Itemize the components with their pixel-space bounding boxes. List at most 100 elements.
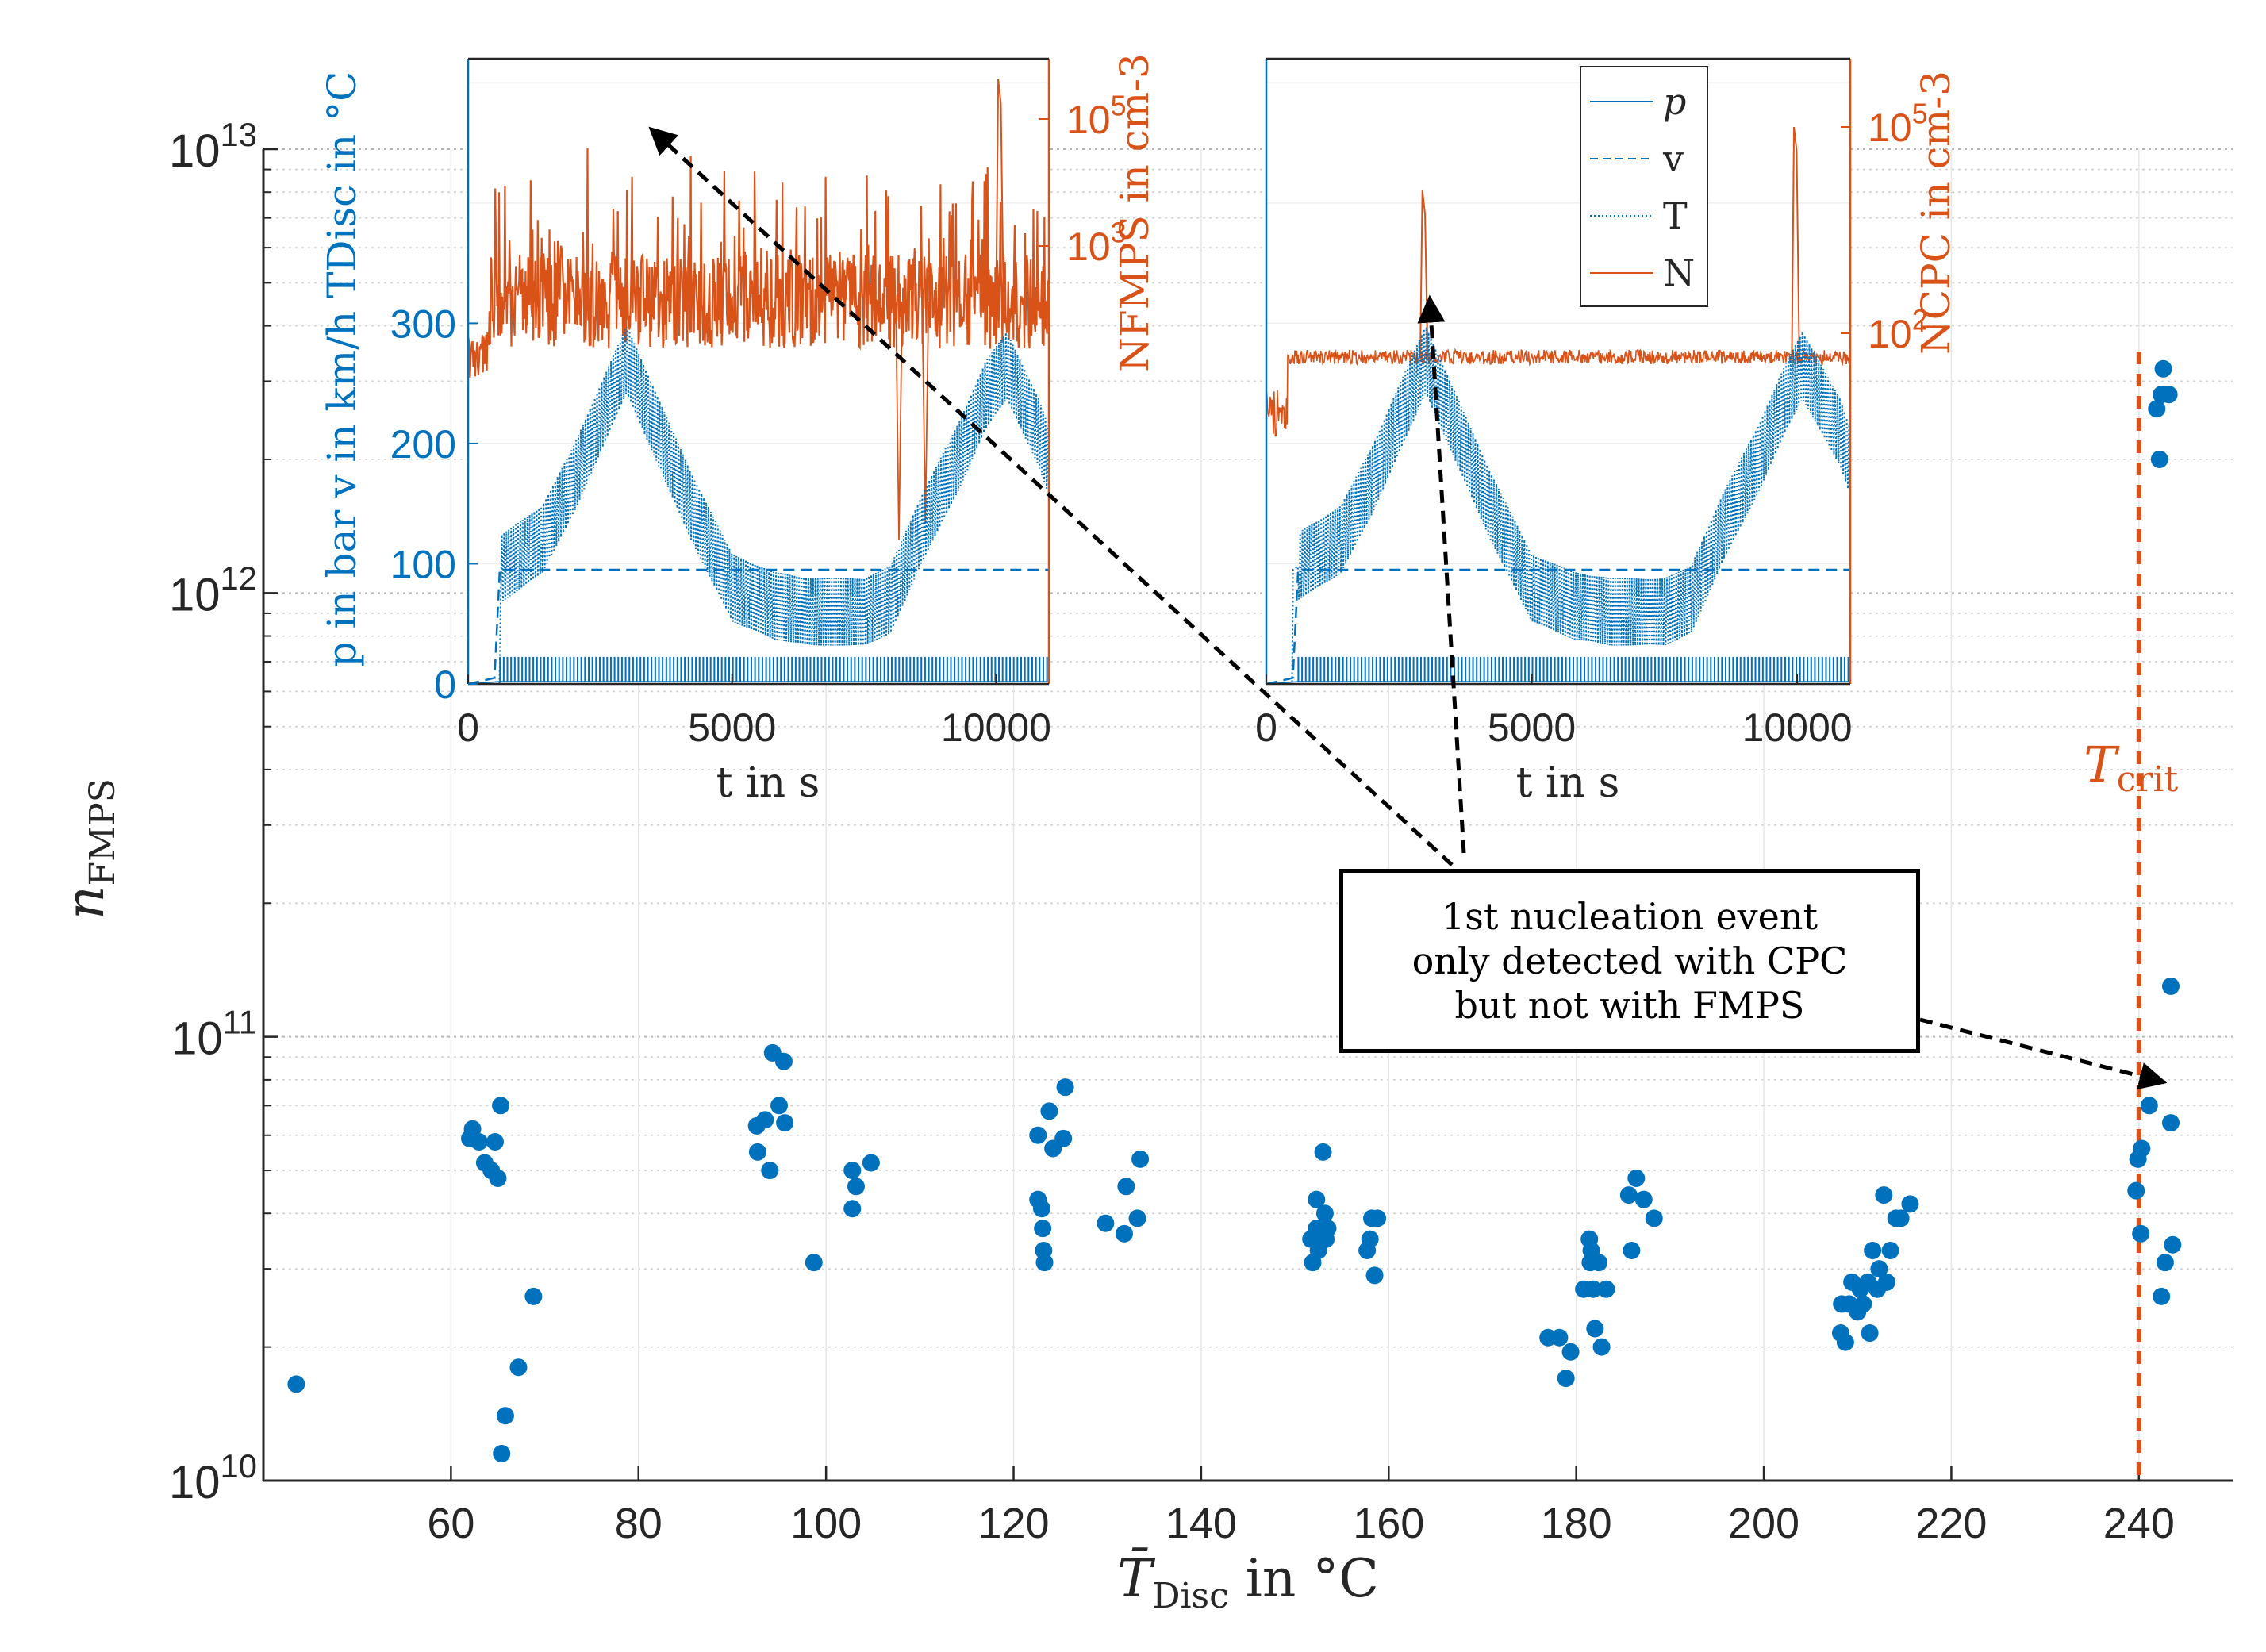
inset-x-axis-label: t in s [1516, 759, 1620, 807]
data-point [843, 1162, 862, 1180]
data-point [524, 1287, 543, 1305]
inset-right-tick-label: 103 [1066, 217, 1127, 270]
data-point [756, 1111, 774, 1129]
x-tick-label: 80 [615, 1500, 663, 1547]
x-tick-label: 140 [1166, 1500, 1237, 1547]
data-point [2140, 1097, 2158, 1115]
data-point [463, 1120, 482, 1138]
data-point [1619, 1186, 1638, 1204]
legend-label: v [1662, 137, 1684, 180]
inset-N-series [467, 148, 1050, 378]
data-point [1314, 1143, 1332, 1161]
data-point [774, 1052, 793, 1070]
data-point [1875, 1186, 1893, 1204]
data-point [805, 1254, 823, 1272]
annotation-arrows [648, 126, 2168, 1090]
data-point [1836, 1333, 1854, 1351]
x-tick-label: 180 [1541, 1500, 1612, 1547]
y-tick-label: 1011 [171, 1004, 257, 1065]
inset-N-spike [995, 79, 1004, 302]
data-point [492, 1097, 510, 1115]
inset-p-series [467, 656, 1048, 685]
data-point [2132, 1224, 2150, 1243]
data-point [1131, 1150, 1150, 1168]
data-point [2156, 1254, 2174, 1272]
inset-x-tick-label: 10000 [941, 705, 1051, 750]
data-point [1597, 1280, 1615, 1298]
data-point [1561, 1343, 1580, 1361]
data-point [1881, 1241, 1899, 1259]
data-point [1361, 1230, 1379, 1248]
inset-right-tick-label: 105 [1066, 90, 1127, 143]
inset-background [1266, 59, 1850, 684]
y-tick-label: 1013 [169, 116, 257, 177]
annotation-line-3: but not with FMPS [1454, 984, 1805, 1028]
x-axis-label: T̄Disc in °C [1117, 1548, 1379, 1616]
inset-x-tick-label: 0 [1255, 705, 1277, 750]
inset-v-series [1266, 568, 1850, 686]
x-tick-label: 240 [2103, 1500, 2175, 1547]
inset-background [468, 59, 1049, 684]
y-tick-label: 1010 [169, 1447, 257, 1508]
data-point [847, 1178, 865, 1196]
data-point [1870, 1260, 1888, 1278]
inset-right-axis-label: NCPC in cm-3 [1913, 71, 1959, 355]
data-point [748, 1143, 766, 1161]
inset-x-tick-label: 5000 [1488, 705, 1576, 750]
data-point [1035, 1254, 1054, 1272]
data-point [2160, 386, 2178, 404]
main-scatter-points [287, 359, 2182, 1463]
data-point [1054, 1129, 1073, 1147]
inset-legend [1580, 66, 1708, 307]
inset-v-series [467, 568, 1049, 686]
data-point [1892, 1209, 1910, 1227]
data-point [2133, 1139, 2151, 1158]
inset-right-tick-label: 105 [1868, 98, 1928, 151]
data-point [1097, 1214, 1115, 1232]
annotation-box: 1st nucleation event only detected with … [1339, 869, 1920, 1053]
data-point [1864, 1241, 1882, 1259]
arrow-to-right-inset [1417, 294, 1466, 854]
data-point [1584, 1280, 1602, 1298]
inset-x-tick-label: 10000 [1742, 705, 1853, 750]
data-point [2164, 1235, 2182, 1254]
data-point [1117, 1178, 1135, 1196]
x-tick-label: 160 [1353, 1500, 1424, 1547]
x-tick-label: 120 [977, 1500, 1049, 1547]
inset-x-tick-label: 5000 [688, 705, 776, 750]
legend-label: N [1663, 252, 1695, 294]
inset-left-tick-label: 0 [434, 663, 456, 707]
data-point [1029, 1126, 1047, 1144]
inset-p-series [1266, 656, 1849, 685]
inset-x-tick-label: 0 [457, 705, 479, 750]
data-point [1901, 1195, 1919, 1213]
data-point [1645, 1209, 1663, 1227]
data-point [1308, 1190, 1326, 1208]
data-point [2154, 359, 2172, 378]
data-point [1315, 1204, 1334, 1223]
inset-N-spike [1419, 190, 1429, 358]
inset-right-axis-label: NFMPS in cm-3 [1112, 53, 1158, 372]
main-axes: 60 80 100 120 140 160 180 200 220 240 1010 1011 1012… [169, 116, 2233, 1547]
data-point [509, 1358, 528, 1377]
data-point [776, 1114, 794, 1132]
data-point [1365, 1266, 1384, 1285]
data-point [470, 1132, 488, 1151]
annotation-line-1: 1st nucleation event [1441, 894, 1819, 938]
data-point [1034, 1220, 1052, 1238]
inset-N-spike [1791, 126, 1800, 358]
x-tick-label: 200 [1728, 1500, 1799, 1547]
inset-left-tick-label: 300 [390, 302, 456, 346]
data-point [1369, 1209, 1387, 1227]
data-point [2161, 1114, 2180, 1132]
inset-right-tick-label: 102 [1868, 304, 1928, 357]
legend-label: T [1663, 194, 1688, 237]
annotation-line-2: only detected with CPC [1411, 939, 1848, 982]
data-point [1032, 1200, 1050, 1218]
data-point [1854, 1295, 1872, 1313]
data-point [1877, 1273, 1895, 1291]
data-point [1592, 1338, 1611, 1356]
